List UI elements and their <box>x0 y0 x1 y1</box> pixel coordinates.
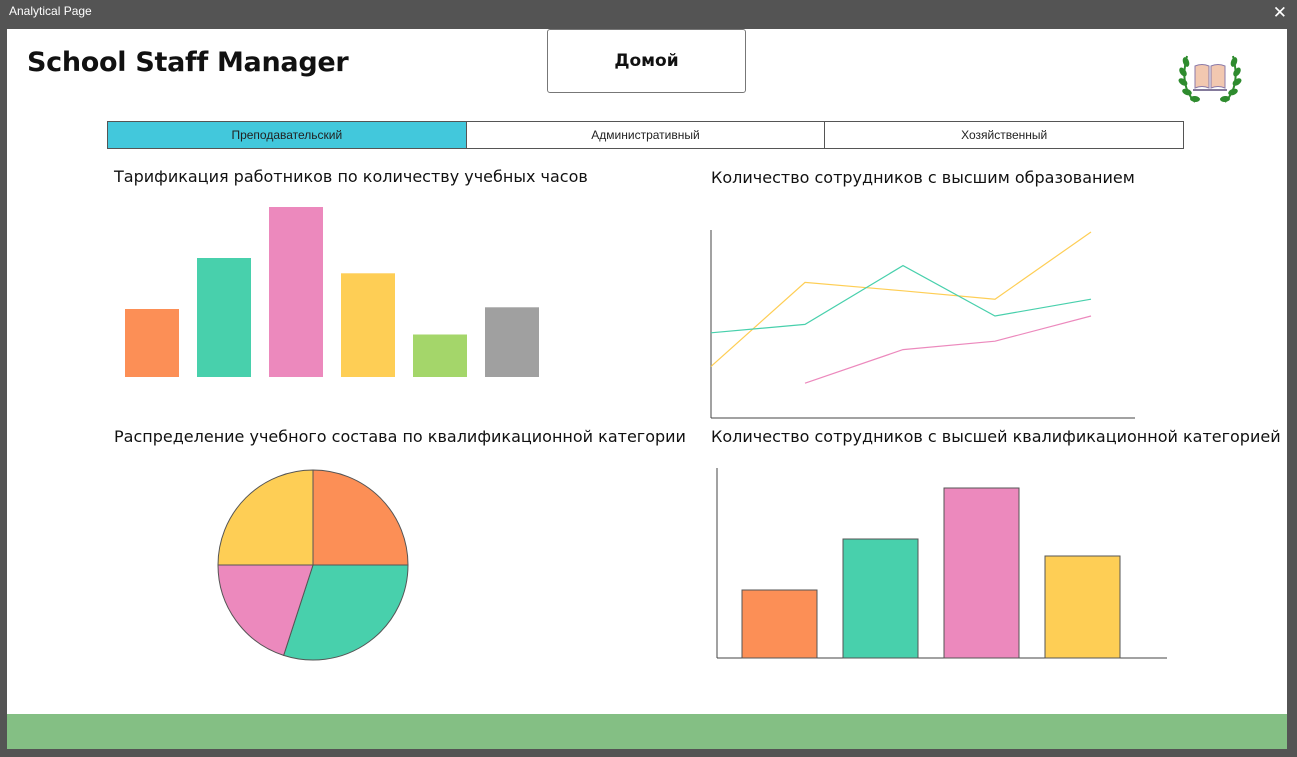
education-line-chart <box>710 230 1135 419</box>
footer-bar <box>7 714 1287 749</box>
series-line-2 <box>804 315 1092 384</box>
hours-bar-chart <box>125 207 539 377</box>
home-button[interactable]: Домой <box>547 29 746 93</box>
tab-administrative[interactable]: Административный <box>467 122 826 148</box>
series-line-1 <box>710 264 1092 334</box>
bar-highest-2 <box>943 487 1020 659</box>
chart-title-qualification: Распределение учебного состава по квалиф… <box>114 427 686 446</box>
laurel-book-icon <box>1178 55 1242 103</box>
bar-hours-2 <box>269 207 323 377</box>
qualification-pie-chart <box>217 469 409 661</box>
window-titlebar: Analytical Page ✕ <box>0 0 1297 29</box>
bar-hours-4 <box>413 334 467 377</box>
bar-highest-1 <box>842 538 919 659</box>
bar-hours-0 <box>125 309 179 377</box>
bar-highest-0 <box>741 589 818 659</box>
bar-hours-1 <box>197 258 251 377</box>
main-content: School Staff Manager Домой Преподаватель… <box>7 29 1287 749</box>
close-icon[interactable]: ✕ <box>1272 3 1287 23</box>
highest-category-bar-chart <box>716 468 1167 659</box>
bar-hours-3 <box>341 273 395 377</box>
series-line-0 <box>710 231 1092 367</box>
tab-maintenance[interactable]: Хозяйственный <box>961 128 1048 142</box>
staff-type-tabs: Преподавательский Административный Хозяй… <box>107 121 1184 149</box>
pie-slice-1 <box>283 564 409 661</box>
bar-hours-5 <box>485 307 539 377</box>
tab-teaching[interactable]: Преподавательский <box>108 122 467 148</box>
chart-title-hours: Тарификация работников по количеству уче… <box>114 167 588 186</box>
chart-title-education: Количество сотрудников с высшим образова… <box>711 168 1135 187</box>
pie-slice-0 <box>312 469 409 566</box>
window-title: Analytical Page <box>9 4 92 18</box>
pie-slice-2 <box>217 564 314 656</box>
bar-highest-3 <box>1044 555 1121 659</box>
chart-title-highest: Количество сотрудников с высшей квалифик… <box>711 427 1281 446</box>
pie-slice-3 <box>217 469 314 566</box>
app-title: School Staff Manager <box>27 47 349 78</box>
